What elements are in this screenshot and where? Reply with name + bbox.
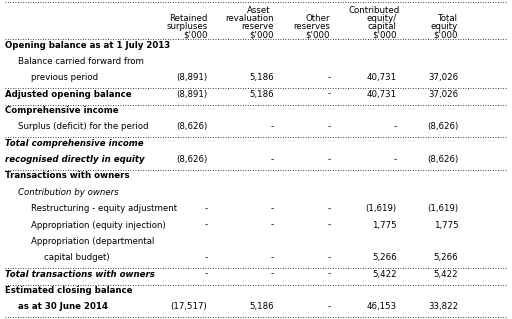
Text: -: - <box>204 204 207 213</box>
Text: 33,822: 33,822 <box>428 302 458 311</box>
Text: -: - <box>271 270 274 278</box>
Text: Surplus (deficit) for the period: Surplus (deficit) for the period <box>18 122 148 131</box>
Text: Other: Other <box>306 14 330 23</box>
Text: capital: capital <box>368 22 397 31</box>
Text: -: - <box>327 220 330 229</box>
Text: as at 30 June 2014: as at 30 June 2014 <box>18 302 108 311</box>
Text: Appropriation (departmental: Appropriation (departmental <box>31 237 154 246</box>
Text: surpluses: surpluses <box>166 22 207 31</box>
Text: 5,266: 5,266 <box>434 253 458 262</box>
Text: -: - <box>271 204 274 213</box>
Text: (1,619): (1,619) <box>427 204 458 213</box>
Text: -: - <box>327 253 330 262</box>
Text: (1,619): (1,619) <box>366 204 397 213</box>
Text: 40,731: 40,731 <box>367 73 397 82</box>
Text: equity/: equity/ <box>367 14 397 23</box>
Text: 1,775: 1,775 <box>372 220 397 229</box>
Text: reserve: reserve <box>242 22 274 31</box>
Text: 37,026: 37,026 <box>428 73 458 82</box>
Text: 5,422: 5,422 <box>434 270 458 278</box>
Text: recognised directly in equity: recognised directly in equity <box>5 155 145 164</box>
Text: 5,186: 5,186 <box>249 302 274 311</box>
Text: Adjusted opening balance: Adjusted opening balance <box>5 90 132 99</box>
Text: (8,626): (8,626) <box>176 155 207 164</box>
Text: -: - <box>204 270 207 278</box>
Text: -: - <box>271 155 274 164</box>
Text: Retained: Retained <box>169 14 207 23</box>
Text: 5,266: 5,266 <box>372 253 397 262</box>
Text: 5,186: 5,186 <box>249 73 274 82</box>
Text: reserves: reserves <box>293 22 330 31</box>
Text: -: - <box>327 155 330 164</box>
Text: -: - <box>204 253 207 262</box>
Text: -: - <box>204 220 207 229</box>
Text: -: - <box>327 302 330 311</box>
Text: $'000: $'000 <box>249 30 274 39</box>
Text: (8,891): (8,891) <box>176 90 207 99</box>
Text: Contributed: Contributed <box>348 6 399 15</box>
Text: -: - <box>394 122 397 131</box>
Text: Contribution by owners: Contribution by owners <box>18 188 119 197</box>
Text: capital budget): capital budget) <box>44 253 109 262</box>
Text: 5,422: 5,422 <box>372 270 397 278</box>
Text: (8,626): (8,626) <box>427 155 458 164</box>
Text: -: - <box>394 155 397 164</box>
Text: previous period: previous period <box>31 73 98 82</box>
Text: 1,775: 1,775 <box>434 220 458 229</box>
Text: $'000: $'000 <box>183 30 207 39</box>
Text: Transactions with owners: Transactions with owners <box>5 171 130 181</box>
Text: Opening balance as at 1 July 2013: Opening balance as at 1 July 2013 <box>5 41 170 49</box>
Text: Total transactions with owners: Total transactions with owners <box>5 270 155 278</box>
Text: Restructuring - equity adjustment: Restructuring - equity adjustment <box>31 204 177 213</box>
Text: $'000: $'000 <box>434 30 458 39</box>
Text: (8,626): (8,626) <box>427 122 458 131</box>
Text: Total comprehensive income: Total comprehensive income <box>5 139 144 148</box>
Text: -: - <box>327 90 330 99</box>
Text: 40,731: 40,731 <box>367 90 397 99</box>
Text: -: - <box>327 204 330 213</box>
Text: (8,891): (8,891) <box>176 73 207 82</box>
Text: Comprehensive income: Comprehensive income <box>5 106 119 115</box>
Text: -: - <box>271 122 274 131</box>
Text: Total: Total <box>438 14 458 23</box>
Text: (8,626): (8,626) <box>176 122 207 131</box>
Text: -: - <box>327 122 330 131</box>
Text: Estimated closing balance: Estimated closing balance <box>5 286 133 295</box>
Text: -: - <box>327 73 330 82</box>
Text: Appropriation (equity injection): Appropriation (equity injection) <box>31 220 165 229</box>
Text: Balance carried forward from: Balance carried forward from <box>18 57 144 66</box>
Text: 5,186: 5,186 <box>249 90 274 99</box>
Text: 46,153: 46,153 <box>367 302 397 311</box>
Text: equity: equity <box>431 22 458 31</box>
Text: $'000: $'000 <box>372 30 397 39</box>
Text: -: - <box>271 253 274 262</box>
Text: $'000: $'000 <box>306 30 330 39</box>
Text: (17,517): (17,517) <box>170 302 207 311</box>
Text: revaluation: revaluation <box>225 14 274 23</box>
Text: 37,026: 37,026 <box>428 90 458 99</box>
Text: Asset: Asset <box>247 6 270 15</box>
Text: -: - <box>327 270 330 278</box>
Text: -: - <box>271 220 274 229</box>
